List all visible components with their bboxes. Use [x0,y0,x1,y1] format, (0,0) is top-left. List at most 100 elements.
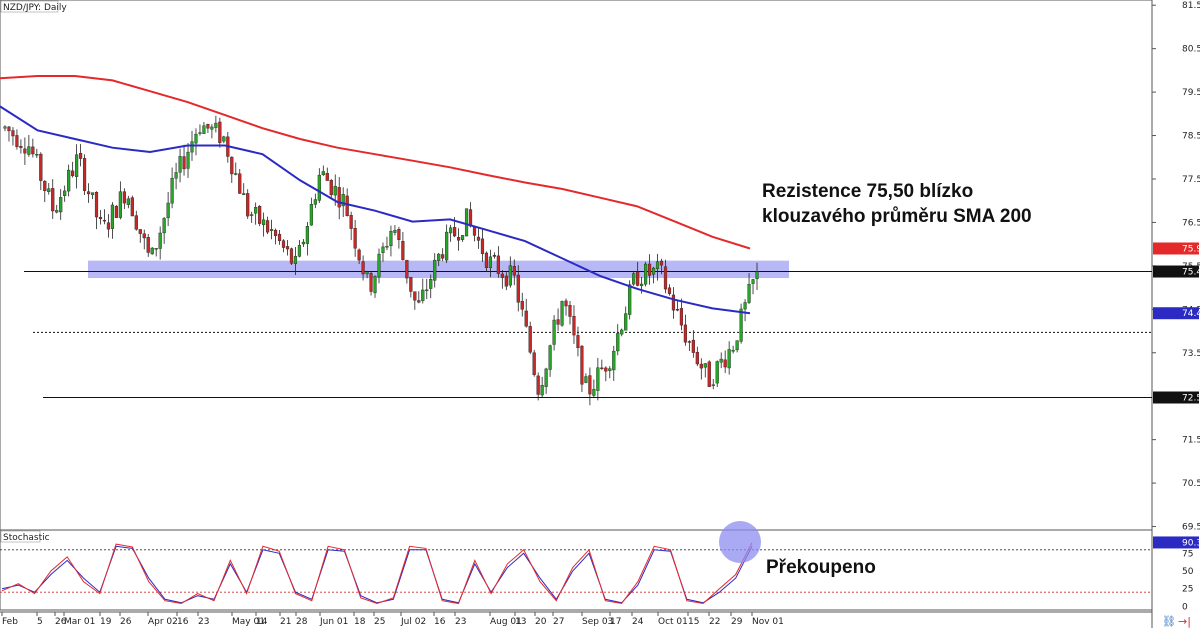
candle-body [297,245,302,257]
candle-body [512,266,516,276]
candle-body [345,195,349,216]
stochastic-d-line [1,542,753,605]
stochastic-value-badge: 90.38 [1182,538,1200,548]
time-tick-label: Jul 02 [400,617,426,627]
candle-body [552,319,556,345]
candle-body [385,246,389,248]
candle-body [449,227,453,234]
candle-body [500,273,504,278]
time-tick-label: Nov 01 [752,617,784,627]
time-tick-label: Oct 01 [658,617,688,627]
time-tick-label: 13 [515,617,526,627]
symbol-label-box [0,0,59,13]
candle-body [703,363,707,368]
candle-body [699,363,703,369]
candle-body [460,235,465,240]
candle-body [381,246,385,253]
stochastic-value-badge-bg [1153,536,1199,549]
time-tick-label: 22 [709,617,720,627]
candle-body [357,249,361,261]
stochastic-label: Stochastic [3,533,50,543]
candle-body [337,187,341,208]
candle-body [496,255,500,274]
candle-body [75,154,79,177]
price-axis[interactable]: 81.5380.5379.5378.5377.5376.5375.5374.53… [1152,1,1200,612]
time-tick-label: Mar 01 [64,617,95,627]
candle-body [214,122,218,128]
candle-body [94,192,99,218]
time-tick-label: Aug 01 [490,617,522,627]
sma100-line [0,105,751,315]
stochastic-tick-label: 75 [1182,549,1193,559]
go-to-end-icon[interactable]: →| [1178,615,1191,628]
candle-body [711,384,715,386]
time-tick-label: 14 [256,617,268,627]
sma100-value-badge-bg [1153,307,1199,320]
candle-body [273,229,278,236]
candle-body [636,271,640,286]
candle-body [425,289,429,292]
candle-body [55,210,59,213]
time-tick-label: 25 [374,617,385,627]
candle-body [393,230,397,233]
candle-body [675,309,680,311]
time-tick-label: Apr 02 [148,617,178,627]
candle-body [82,158,87,191]
stochastic-lines [1,542,753,605]
candle-body [612,350,616,371]
candle-body [508,265,512,286]
symbol-label: NZD/JPY: Daily [3,3,67,13]
price-tick-label: 79.53 [1182,88,1200,98]
candle-body [110,204,115,229]
time-tick-label: 20 [535,617,547,627]
candle-body [520,300,524,310]
link-icon[interactable]: ⛓ [1162,615,1176,628]
candle-body [182,156,186,170]
candle-body [285,246,290,250]
time-tick-label: 23 [455,617,466,627]
time-tick-label: Feb [2,617,18,627]
candle-body [624,313,628,331]
candle-body [118,191,122,218]
price-tick-label: 70.53 [1182,479,1200,489]
candle-body [258,205,262,224]
sma100-value-badge: 74.44 [1182,309,1200,319]
candle-body [377,253,381,278]
candle-body [687,341,691,343]
candle-body [170,178,174,204]
candle-body [202,125,206,134]
candle-body [727,349,731,369]
time-tick-label: 21 [280,617,291,627]
candle-body [540,385,544,396]
candle-body [47,188,51,192]
candle-body [166,202,170,219]
candle-body [755,271,759,280]
candle-body [246,193,250,217]
candle-body [735,340,739,351]
candle-body [600,367,604,370]
candle-body [397,229,401,241]
candle-body [433,259,437,281]
current-price-badge-bg [1153,265,1199,278]
candle-body [67,169,71,192]
current-price-badge: 75.40 [1182,268,1200,278]
candle-body [389,231,393,247]
time-tick-label: 17 [610,617,621,627]
candle-body [321,171,325,176]
candles-group [3,115,759,406]
candle-body [43,180,47,192]
candle-body [413,291,417,301]
candle-body [365,271,369,275]
candle-body [373,276,377,294]
candle-body [731,350,735,352]
stochastic-pane[interactable] [0,529,1153,611]
candle-body [242,193,246,195]
candle-body [369,273,373,292]
candle-body [329,179,333,196]
candle-body [492,255,496,257]
candle-body [437,253,441,261]
time-tick-label: 15 [688,617,699,627]
time-tick-label: 5 [37,617,43,627]
candle-body [317,174,321,201]
